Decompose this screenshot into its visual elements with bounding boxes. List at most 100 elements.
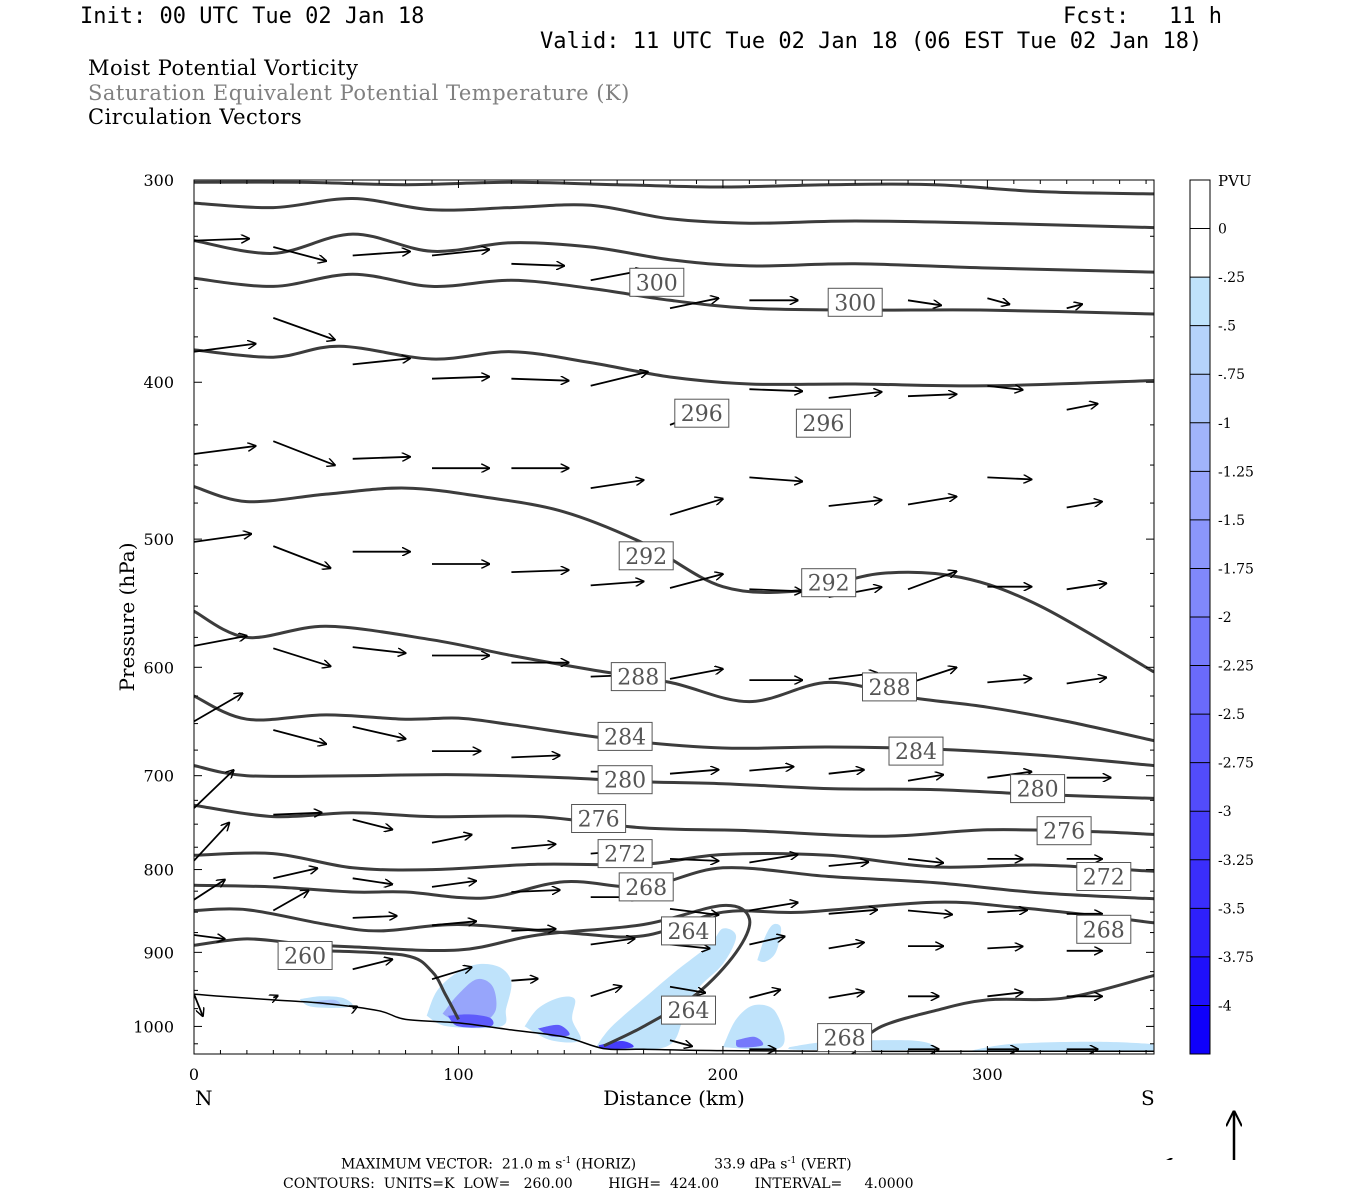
contour-label-text: 288 <box>617 666 659 691</box>
contour-label-20: 268 <box>817 1023 873 1053</box>
contour-label-text: 292 <box>625 545 667 570</box>
circulation-vector-97 <box>272 891 308 912</box>
title-mpv: Moist Potential Vorticity <box>88 56 359 80</box>
circulation-vector-86 <box>352 877 393 884</box>
theta-contour-284-8 <box>194 764 1154 800</box>
contour-label-text: 272 <box>1083 866 1125 891</box>
colorbar-label: -4 <box>1218 998 1232 1014</box>
circulation-vector-118 <box>987 992 1022 996</box>
pv-shade-11 <box>757 923 782 963</box>
contour-label-text: 272 <box>604 843 646 868</box>
circulation-vector-93 <box>907 911 952 915</box>
colorbar-label: -2.75 <box>1218 756 1254 772</box>
pv-shade-8 <box>598 1040 634 1050</box>
pv-shade-7 <box>596 928 737 1050</box>
colorbar-label: -2.5 <box>1218 707 1245 723</box>
max-vector-line: MAXIMUM VECTOR: 21.0 m s-1 (HORIZ) 33.9 d… <box>341 1156 852 1173</box>
circulation-vector-88 <box>511 890 559 892</box>
circulation-vector-25 <box>272 440 335 465</box>
pv-shade-10 <box>735 1036 764 1048</box>
circulation-vector-110 <box>352 959 393 971</box>
contour-label-11: 280 <box>1010 774 1066 804</box>
max-vector-label: MAXIMUM VECTOR: <box>341 1156 493 1173</box>
colorbar-swatch-0 <box>1190 180 1210 230</box>
circulation-vector-116 <box>828 992 864 999</box>
colorbar-label: -1 <box>1218 416 1232 432</box>
theta-contour-312-1 <box>194 196 1154 230</box>
contour-label-box <box>1076 914 1132 944</box>
circulation-vector-62 <box>352 725 406 739</box>
contour-label-21: 260 <box>277 941 333 970</box>
theta-contour-292-6 <box>194 609 1154 743</box>
circulation-vector-103 <box>749 937 784 946</box>
circulation-vector-68 <box>828 770 864 774</box>
theta-contour-300-4 <box>194 344 1154 388</box>
circulation-vector-92 <box>828 910 877 914</box>
contour-label-text: 284 <box>604 725 646 750</box>
circulation-vector-10 <box>987 297 1009 304</box>
circulation-vector-19 <box>749 389 802 391</box>
contour-label-box <box>661 916 716 946</box>
circulation-vector-73 <box>273 813 321 815</box>
circulation-vector-42 <box>669 574 723 589</box>
circulation-vector-1 <box>273 246 326 261</box>
contour-label-4: 292 <box>618 541 674 571</box>
contour-label-7: 288 <box>862 672 917 702</box>
contour-label-text: 276 <box>578 808 620 833</box>
contour-label-1: 300 <box>827 287 883 317</box>
theta-contour-288-7 <box>194 694 1154 768</box>
colorbar-swatch-15 <box>1190 908 1210 958</box>
colorbar-swatch-16 <box>1190 956 1210 1006</box>
circulation-vector-122 <box>353 1007 357 1009</box>
theta-contour-272-11 <box>194 866 1154 901</box>
contour-label-5: 292 <box>801 568 857 598</box>
circulation-vector-108 <box>194 935 225 939</box>
contour-label-box <box>817 1023 873 1053</box>
circulation-vector-87 <box>431 881 476 888</box>
circulation-vector-104 <box>828 942 864 950</box>
circulation-vector-74 <box>352 818 393 830</box>
circulation-vector-96 <box>194 880 225 901</box>
colorbar-label: -3.75 <box>1218 950 1254 966</box>
max-vert-value: 33.9 dPa s <box>714 1156 788 1173</box>
circulation-vector-9 <box>907 299 941 305</box>
colorbar-label: -1.25 <box>1218 464 1254 480</box>
contour-label-box <box>277 941 333 970</box>
circulation-vector-34 <box>987 477 1031 479</box>
circulation-vector-72 <box>194 770 234 809</box>
circulation-vector-61 <box>273 729 326 744</box>
circulation-vector-99 <box>431 921 476 925</box>
contour-label-13: 276 <box>1036 816 1092 846</box>
circulation-vector-69 <box>907 775 943 782</box>
contour-label-2: 296 <box>674 398 730 428</box>
y-tick-label: 700 <box>143 767 174 786</box>
circulation-vector-121 <box>273 996 277 998</box>
colorbar-swatch-2 <box>1190 277 1210 327</box>
contour-label-19: 264 <box>661 995 716 1025</box>
south-label: S <box>1141 1086 1155 1110</box>
circulation-vector-106 <box>987 946 1022 948</box>
contour-label-box <box>597 721 653 751</box>
colorbar-swatch-14 <box>1190 859 1210 909</box>
circulation-vector-94 <box>987 910 1027 912</box>
circulation-vector-16 <box>511 379 568 381</box>
colorbar-swatch-5 <box>1190 422 1210 472</box>
colorbar-unit: PVU <box>1218 172 1252 190</box>
vert-exponent: -1 <box>787 1156 797 1166</box>
x-tick-label: 0 <box>189 1065 199 1084</box>
circulation-vector-11 <box>1066 304 1082 308</box>
circulation-vector-66 <box>669 770 718 774</box>
circulation-vector-59 <box>1066 678 1107 685</box>
colorbar-swatch-3 <box>1190 325 1210 375</box>
circulation-vector-40 <box>511 570 568 572</box>
circulation-vector-29 <box>590 480 644 489</box>
contour-label-text: 288 <box>869 676 911 701</box>
horiz-suffix: (HORIZ) <box>575 1156 637 1173</box>
circulation-vector-79 <box>749 855 797 864</box>
contour-label-3: 296 <box>795 408 851 438</box>
x-tick-label: 200 <box>708 1065 739 1084</box>
contour-label-text: 260 <box>284 945 326 970</box>
contour-label-0: 300 <box>629 267 685 297</box>
contour-label-17: 268 <box>1076 914 1132 944</box>
contour-label-box <box>801 568 857 598</box>
